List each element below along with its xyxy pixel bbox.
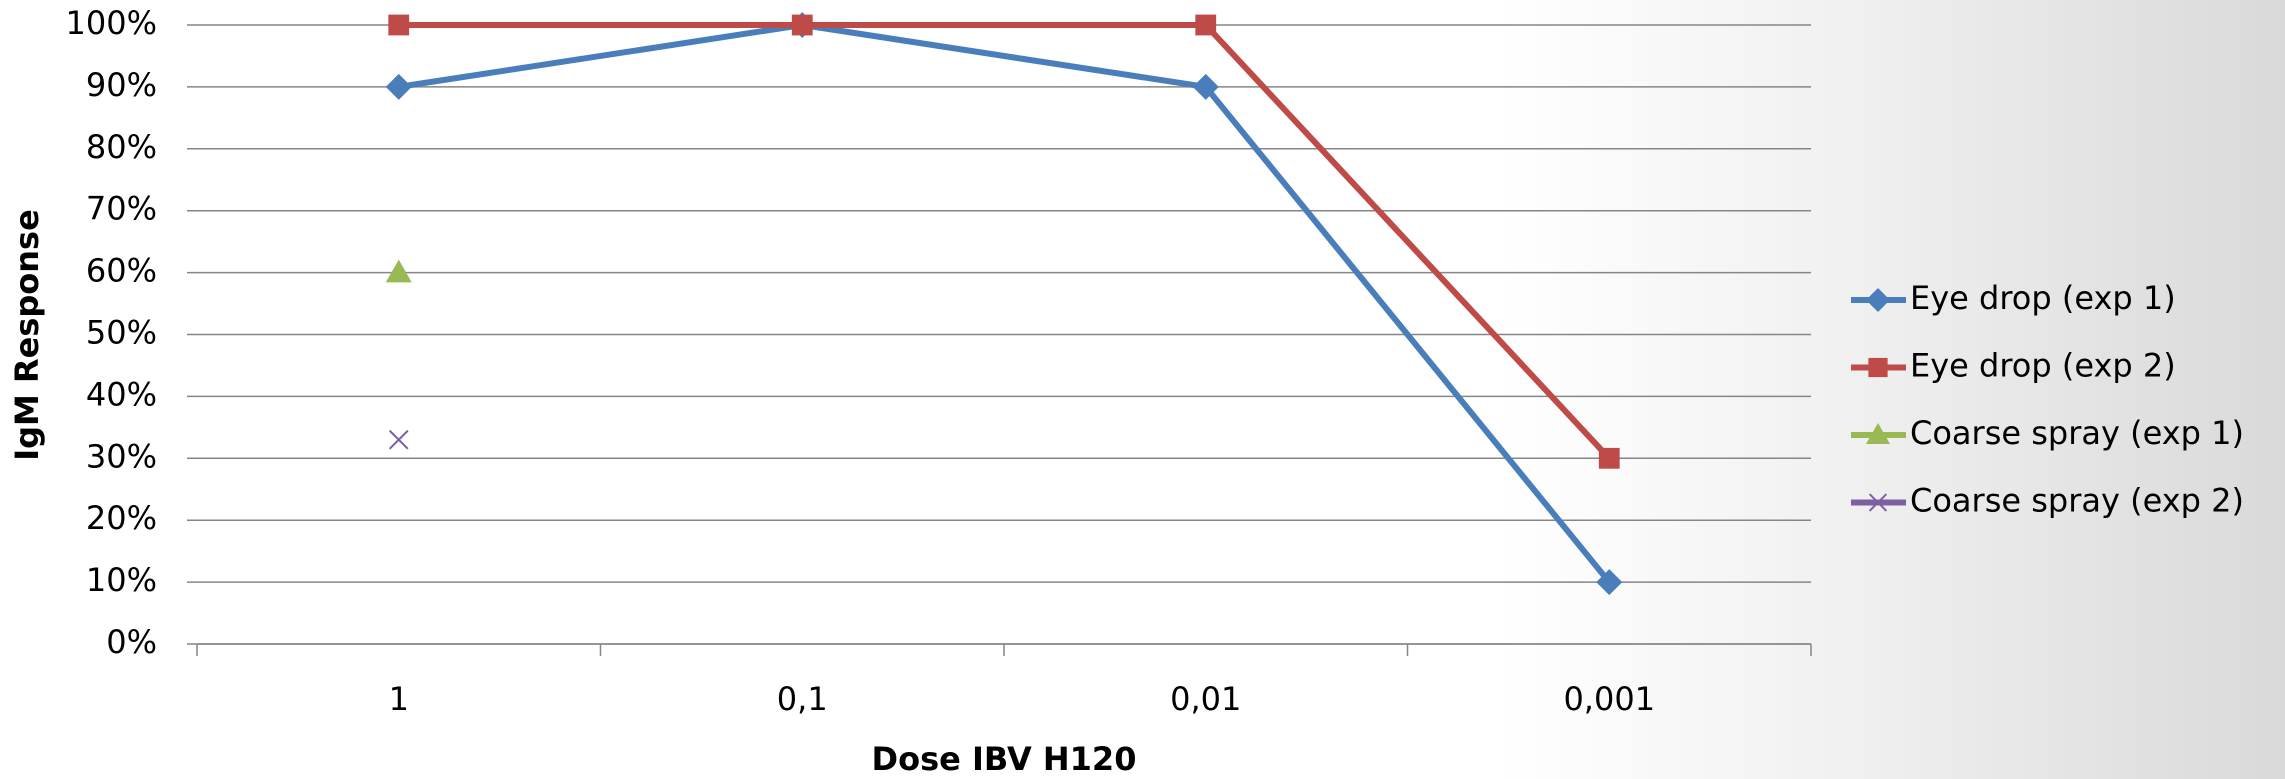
- marker: [1868, 493, 1888, 512]
- marker: [791, 14, 813, 36]
- marker: [1868, 357, 1888, 378]
- marker: [385, 73, 412, 100]
- y-tick-label: 100%: [66, 4, 157, 42]
- y-tick-label: 10%: [86, 561, 157, 599]
- background-photo: [1500, 0, 2285, 779]
- y-tick-label: 30%: [86, 437, 157, 475]
- y-tick-label: 80%: [86, 128, 157, 166]
- y-axis-title: IgM Response: [8, 209, 46, 461]
- y-tick-label: 20%: [86, 499, 157, 537]
- marker: [388, 429, 409, 450]
- legend-label: Eye drop (exp 2): [1910, 347, 2176, 385]
- marker: [1866, 423, 1890, 444]
- x-tick-label: 0,1: [777, 680, 828, 718]
- y-tick-label: 70%: [86, 190, 157, 228]
- x-tick-label: 1: [389, 680, 409, 718]
- y-tick-label: 90%: [86, 66, 157, 104]
- marker: [1195, 14, 1217, 36]
- y-tick-label: 60%: [86, 252, 157, 290]
- x-tick-label: 0,001: [1563, 680, 1655, 718]
- marker: [1192, 73, 1219, 100]
- legend-label: Coarse spray (exp 2): [1910, 482, 2244, 520]
- x-tick-label: 0,01: [1170, 680, 1241, 718]
- marker: [1598, 447, 1620, 469]
- legend-label: Eye drop (exp 1): [1910, 279, 2176, 317]
- y-tick-label: 50%: [86, 314, 157, 352]
- marker: [385, 259, 412, 283]
- marker: [1866, 288, 1890, 312]
- legend-label: Coarse spray (exp 1): [1910, 414, 2244, 452]
- y-tick-label: 0%: [106, 623, 157, 661]
- series-line: [398, 22, 1612, 461]
- x-axis-title: Dose IBV H120: [872, 740, 1137, 778]
- marker: [388, 14, 410, 36]
- y-tick-label: 40%: [86, 375, 157, 413]
- marker: [1596, 569, 1623, 596]
- series-line: [398, 22, 1612, 584]
